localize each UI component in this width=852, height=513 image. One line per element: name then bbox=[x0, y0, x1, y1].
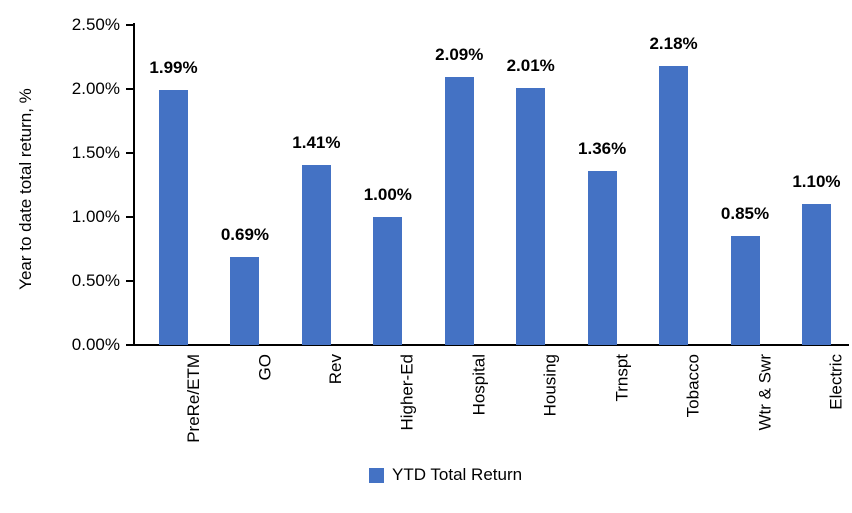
y-tick-mark bbox=[126, 88, 133, 90]
y-tick-mark bbox=[126, 280, 133, 282]
value-label: 1.41% bbox=[292, 132, 341, 152]
x-category-label: GO bbox=[254, 354, 274, 381]
y-tick-mark bbox=[126, 344, 133, 346]
y-tick-label: 2.00% bbox=[71, 79, 120, 98]
legend-label: YTD Total Return bbox=[392, 465, 523, 484]
bar bbox=[159, 90, 188, 345]
value-label: 1.10% bbox=[792, 172, 841, 192]
bar bbox=[659, 65, 689, 345]
x-axis-line bbox=[133, 344, 849, 346]
x-category-label: Wtr & Swr bbox=[755, 354, 775, 431]
y-axis-line bbox=[133, 23, 135, 346]
bar bbox=[516, 87, 546, 345]
y-tick-label: 2.50% bbox=[71, 15, 120, 34]
y-tick-label: 1.00% bbox=[71, 207, 120, 226]
bar bbox=[230, 256, 260, 345]
x-category-label: Trnspt bbox=[612, 354, 632, 402]
x-category-label: Higher-Ed bbox=[397, 354, 417, 431]
value-label: 1.36% bbox=[578, 138, 627, 158]
value-label: 0.69% bbox=[220, 224, 270, 244]
x-category-label: Electric bbox=[826, 354, 846, 410]
bar bbox=[730, 236, 760, 345]
x-category-label: PreRe/ETM bbox=[183, 354, 203, 443]
x-category-label: Housing bbox=[540, 354, 560, 417]
bar bbox=[801, 204, 831, 345]
bar bbox=[444, 77, 474, 345]
y-tick-label: 0.00% bbox=[71, 335, 120, 354]
value-label: 0.85% bbox=[720, 204, 770, 224]
value-label: 1.00% bbox=[363, 185, 412, 204]
x-category-label: Hospital bbox=[469, 354, 489, 416]
value-label: 2.18% bbox=[649, 33, 698, 53]
value-label: 1.99% bbox=[149, 58, 198, 78]
bar bbox=[587, 170, 617, 345]
x-category-label: Rev bbox=[326, 354, 346, 385]
y-tick-label: 0.50% bbox=[71, 271, 120, 290]
y-tick-mark bbox=[126, 152, 133, 154]
y-tick-label: 1.50% bbox=[71, 143, 120, 162]
value-label: 2.01% bbox=[506, 55, 555, 75]
y-tick-mark bbox=[126, 216, 133, 218]
legend: YTD Total Return bbox=[369, 465, 522, 485]
bar bbox=[301, 164, 331, 345]
bar bbox=[373, 217, 403, 345]
value-label: 2.09% bbox=[435, 45, 484, 65]
legend-marker-icon bbox=[369, 467, 384, 483]
x-category-label: Tobacco bbox=[683, 354, 703, 418]
y-tick-mark bbox=[126, 24, 133, 26]
